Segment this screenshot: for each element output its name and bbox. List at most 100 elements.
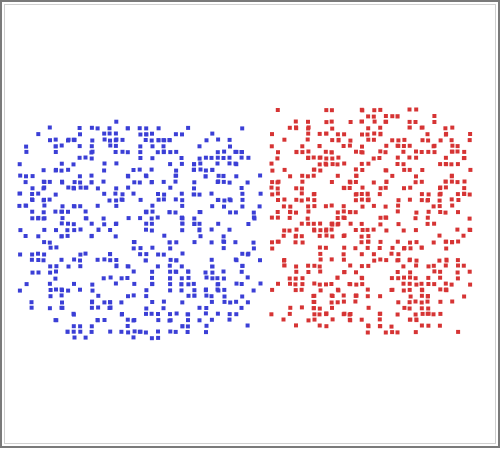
scatter-point <box>47 197 52 202</box>
scatter-point <box>233 210 238 215</box>
scatter-point <box>330 138 335 143</box>
scatter-point <box>102 161 107 166</box>
scatter-point <box>155 264 160 269</box>
scatter-point <box>318 221 323 226</box>
scatter-point <box>197 221 202 226</box>
scatter-point <box>89 221 94 226</box>
scatter-point <box>312 204 317 209</box>
scatter-point <box>30 192 35 196</box>
scatter-point <box>222 299 227 304</box>
scatter-point <box>330 126 335 131</box>
scatter-point <box>329 108 334 113</box>
scatter-point <box>306 126 311 131</box>
scatter-point <box>468 132 473 136</box>
scatter-point <box>450 125 455 130</box>
scatter-point <box>293 288 298 293</box>
scatter-point <box>90 138 95 143</box>
scatter-point <box>66 221 70 226</box>
scatter-point <box>456 198 461 202</box>
scatter-point <box>60 179 64 184</box>
scatter-point <box>281 317 286 322</box>
scatter-point <box>414 210 419 215</box>
scatter-point <box>90 149 95 154</box>
scatter-point <box>107 126 112 131</box>
scatter-point <box>102 222 107 227</box>
scatter-point <box>192 240 197 245</box>
scatter-point <box>84 185 89 190</box>
scatter-point <box>48 245 53 250</box>
scatter-point <box>47 125 52 130</box>
scatter-point <box>270 192 275 197</box>
scatter-point <box>432 221 437 226</box>
scatter-point <box>419 125 424 130</box>
scatter-point <box>389 288 394 292</box>
scatter-point <box>156 252 161 257</box>
scatter-point <box>258 173 263 178</box>
scatter-point <box>65 329 70 334</box>
scatter-point <box>197 156 202 161</box>
scatter-point <box>42 180 47 184</box>
scatter-point <box>354 149 358 154</box>
scatter-point <box>324 108 329 113</box>
scatter-point <box>335 275 340 280</box>
scatter-point <box>150 144 155 149</box>
scatter-point <box>275 180 280 185</box>
scatter-point <box>59 234 64 239</box>
scatter-point <box>450 240 454 245</box>
scatter-point <box>59 221 64 226</box>
scatter-point <box>66 185 71 190</box>
scatter-point <box>215 287 220 292</box>
scatter-point <box>227 317 232 322</box>
scatter-point <box>168 162 173 167</box>
scatter-point <box>359 240 364 245</box>
scatter-point <box>342 270 347 275</box>
scatter-point <box>395 209 400 214</box>
scatter-point <box>150 156 155 161</box>
scatter-point <box>30 270 35 275</box>
scatter-point <box>95 186 100 191</box>
scatter-point <box>335 173 340 178</box>
scatter-point <box>77 126 82 130</box>
scatter-point <box>335 300 340 305</box>
scatter-point <box>311 306 316 311</box>
scatter-point <box>377 192 382 197</box>
scatter-point <box>17 162 22 167</box>
scatter-point <box>282 263 287 268</box>
scatter-point <box>114 137 119 142</box>
scatter-point <box>168 269 173 274</box>
scatter-point <box>120 192 125 197</box>
scatter-point <box>294 264 299 269</box>
scatter-point <box>47 306 52 311</box>
scatter-point <box>425 215 430 220</box>
scatter-point <box>306 156 311 160</box>
series-2 <box>269 107 473 335</box>
scatter-point <box>78 227 83 232</box>
scatter-point <box>18 228 23 233</box>
scatter-point <box>258 258 262 263</box>
scatter-point <box>431 240 436 245</box>
scatter-point <box>294 150 299 155</box>
scatter-point <box>227 155 232 160</box>
scatter-point <box>293 119 298 124</box>
scatter-point <box>42 203 47 208</box>
scatter-point <box>36 251 40 256</box>
scatter-point <box>306 131 311 136</box>
scatter-point <box>246 222 251 226</box>
scatter-point <box>108 305 113 310</box>
scatter-point <box>371 203 376 208</box>
scatter-point <box>234 281 239 286</box>
scatter-point <box>96 227 101 232</box>
scatter-point <box>168 276 173 281</box>
scatter-point <box>149 138 154 143</box>
scatter-point <box>426 192 431 197</box>
scatter-point <box>240 251 245 256</box>
scatter-point <box>414 282 419 287</box>
scatter-point <box>413 330 418 335</box>
scatter-point <box>317 306 322 311</box>
scatter-point <box>245 275 250 280</box>
scatter-point <box>414 155 419 160</box>
scatter-point <box>144 252 149 257</box>
scatter-point <box>353 246 358 251</box>
scatter-point <box>131 168 136 172</box>
